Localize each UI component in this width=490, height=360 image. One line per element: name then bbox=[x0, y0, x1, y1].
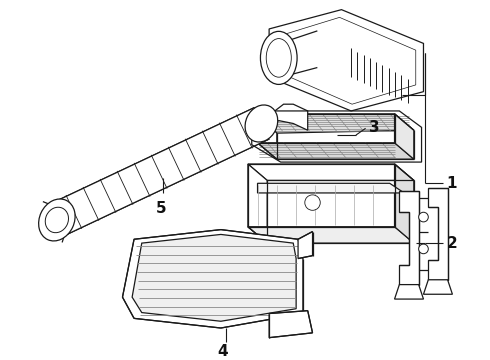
Polygon shape bbox=[49, 108, 269, 236]
Text: 5: 5 bbox=[156, 201, 167, 216]
Polygon shape bbox=[394, 114, 414, 159]
Circle shape bbox=[418, 212, 428, 222]
Polygon shape bbox=[258, 183, 404, 193]
Text: 3: 3 bbox=[369, 120, 380, 135]
Polygon shape bbox=[399, 191, 418, 285]
Polygon shape bbox=[248, 227, 414, 243]
Polygon shape bbox=[298, 231, 313, 258]
Polygon shape bbox=[394, 164, 414, 243]
Ellipse shape bbox=[39, 199, 75, 241]
Ellipse shape bbox=[261, 31, 297, 84]
Text: 1: 1 bbox=[446, 176, 457, 191]
Polygon shape bbox=[394, 285, 423, 299]
Ellipse shape bbox=[245, 105, 278, 142]
Circle shape bbox=[305, 195, 320, 210]
Polygon shape bbox=[269, 311, 313, 338]
Polygon shape bbox=[428, 188, 447, 280]
Text: 2: 2 bbox=[446, 235, 457, 251]
Polygon shape bbox=[122, 230, 303, 328]
Text: 4: 4 bbox=[218, 345, 228, 359]
Polygon shape bbox=[248, 164, 267, 243]
Polygon shape bbox=[423, 280, 452, 294]
Polygon shape bbox=[258, 143, 414, 159]
Polygon shape bbox=[269, 10, 423, 111]
Ellipse shape bbox=[266, 39, 292, 77]
Polygon shape bbox=[258, 114, 414, 133]
Ellipse shape bbox=[45, 207, 69, 233]
Circle shape bbox=[418, 244, 428, 254]
Polygon shape bbox=[132, 234, 296, 321]
Polygon shape bbox=[248, 164, 414, 180]
Polygon shape bbox=[258, 114, 277, 159]
Polygon shape bbox=[255, 104, 308, 140]
